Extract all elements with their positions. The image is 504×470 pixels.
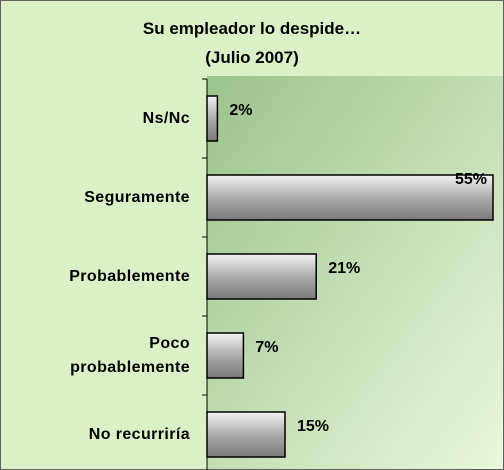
bar (206, 411, 286, 458)
value-label: 7% (255, 338, 279, 356)
value-label: 15% (297, 417, 330, 435)
bar (206, 174, 494, 221)
value-label: 2% (229, 101, 253, 119)
bar (206, 253, 317, 300)
category-label: Probablemente (69, 267, 190, 285)
value-label: 21% (328, 259, 361, 277)
bar (206, 95, 219, 142)
bar (206, 332, 245, 379)
category-label: Poco probablemente (70, 334, 190, 376)
category-label: No recurriría (88, 425, 190, 443)
category-label: Ns/Nc (142, 109, 190, 127)
category-label: Seguramente (84, 188, 190, 206)
chart-title: Su empleador lo despide… (Julio 2007) (142, 19, 362, 67)
value-label: 55% (454, 170, 487, 188)
